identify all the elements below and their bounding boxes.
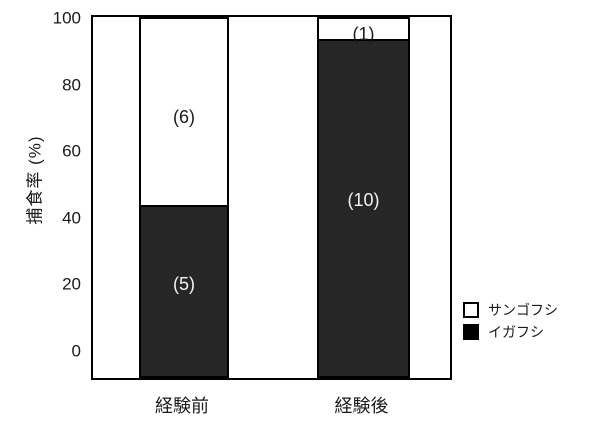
- stacked-bar-2: (1) (10): [317, 17, 410, 378]
- y-tick-label: 60: [62, 141, 81, 161]
- legend-label: サンゴフシ: [488, 302, 558, 318]
- stacked-bar-1: (6) (5): [139, 17, 229, 378]
- segment-count-label: (10): [347, 190, 380, 211]
- y-axis-title: 捕食率 (%): [25, 135, 45, 225]
- segment-count-label: (6): [173, 107, 195, 128]
- bar-segment-イガフシ: [141, 205, 227, 376]
- y-tick-label: 0: [71, 341, 81, 361]
- legend-swatch-icon: [463, 302, 479, 318]
- y-tick-label: 80: [62, 75, 81, 95]
- y-tick-label: 100: [52, 8, 81, 28]
- plot-area: (6) (5) (1) (10): [91, 15, 452, 380]
- legend-item: イガフシ: [463, 324, 558, 340]
- x-category-label: 経験前: [155, 396, 209, 416]
- bar-segment-イガフシ: [319, 38, 408, 376]
- legend: サンゴフシ イガフシ: [463, 302, 558, 340]
- legend-swatch-icon: [463, 324, 479, 340]
- segment-count-label: (1): [352, 23, 375, 44]
- y-tick-label: 20: [62, 274, 81, 294]
- y-tick-label: 40: [62, 208, 81, 228]
- x-category-label: 経験後: [334, 396, 389, 416]
- segment-count-label: (5): [173, 273, 195, 294]
- legend-item: サンゴフシ: [463, 302, 558, 318]
- legend-label: イガフシ: [488, 324, 544, 340]
